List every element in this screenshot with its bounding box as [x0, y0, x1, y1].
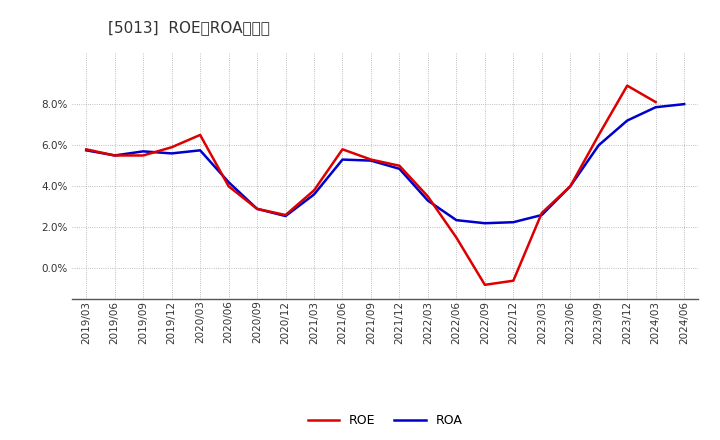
ROE [366, 157, 375, 162]
ROE [423, 194, 432, 199]
ROA [167, 151, 176, 156]
ROA [366, 158, 375, 163]
ROA [623, 118, 631, 123]
ROA [680, 102, 688, 107]
ROE [225, 183, 233, 189]
ROE [139, 153, 148, 158]
ROE [595, 132, 603, 138]
Line: ROE: ROE [86, 86, 656, 285]
ROE [310, 188, 318, 193]
ROA [452, 217, 461, 223]
ROA [509, 220, 518, 225]
ROE [537, 210, 546, 216]
ROA [566, 183, 575, 189]
ROA [82, 148, 91, 153]
ROE [623, 83, 631, 88]
ROE [652, 99, 660, 105]
ROA [253, 206, 261, 212]
ROE [253, 206, 261, 212]
ROE [509, 278, 518, 283]
ROA [595, 143, 603, 148]
ROA [282, 213, 290, 219]
ROA [480, 220, 489, 226]
ROE [566, 183, 575, 189]
ROE [196, 132, 204, 138]
ROE [338, 147, 347, 152]
ROE [395, 163, 404, 169]
Text: [5013]  ROE、ROAの推移: [5013] ROE、ROAの推移 [108, 20, 270, 35]
ROE [110, 153, 119, 158]
ROA [310, 192, 318, 197]
ROA [338, 157, 347, 162]
ROE [452, 235, 461, 240]
ROA [110, 153, 119, 158]
ROA [537, 213, 546, 218]
Legend: ROE, ROA: ROE, ROA [303, 409, 467, 432]
ROA [423, 198, 432, 203]
ROE [282, 213, 290, 218]
ROE [480, 282, 489, 287]
ROA [196, 148, 204, 153]
ROA [225, 180, 233, 185]
Line: ROA: ROA [86, 104, 684, 223]
ROA [395, 166, 404, 172]
ROA [652, 105, 660, 110]
ROE [82, 147, 91, 152]
ROE [167, 145, 176, 150]
ROA [139, 149, 148, 154]
